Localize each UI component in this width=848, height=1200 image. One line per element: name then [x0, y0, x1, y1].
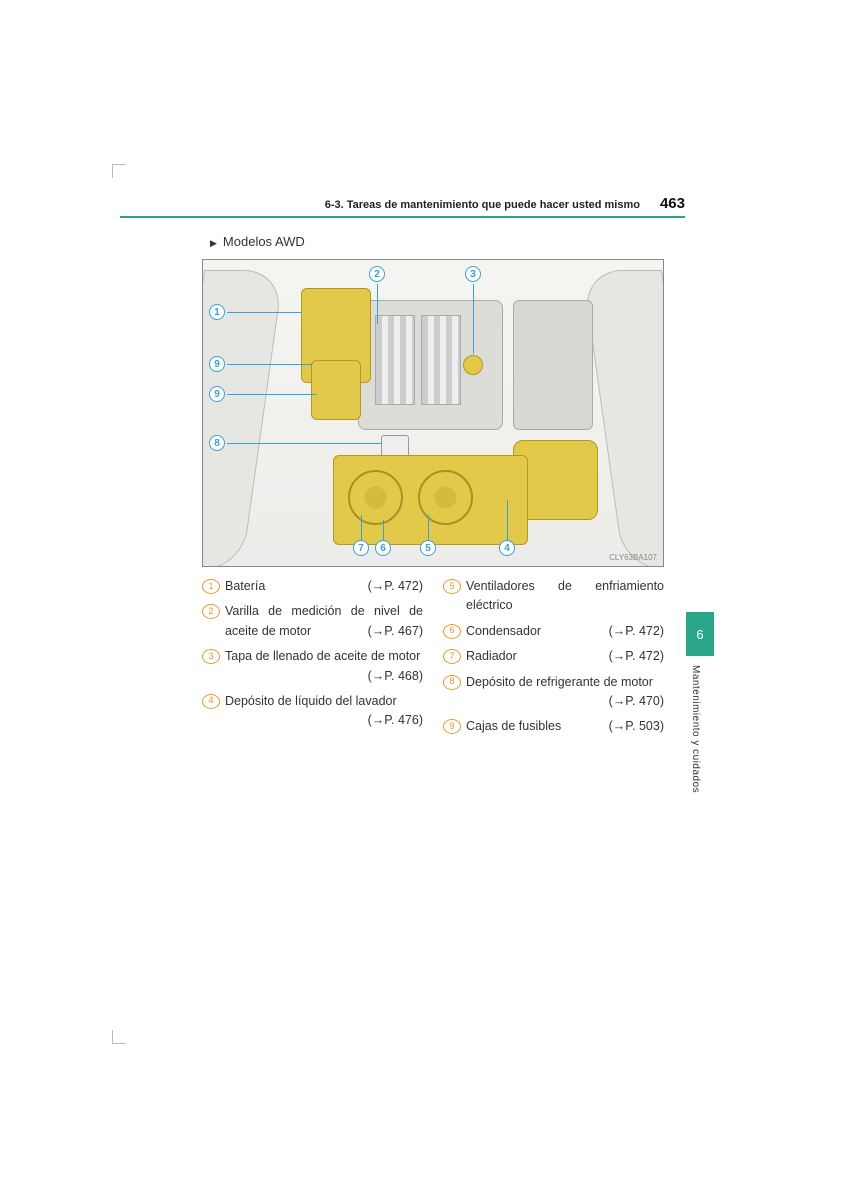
legend-num: 5: [443, 579, 461, 594]
callout-4: 4: [499, 540, 515, 556]
legend-item: 8 Depósito de refrigerante de motor(→P. 4…: [443, 673, 664, 712]
legend-item: 4 Depósito de líquido del lavador(→P. 476…: [202, 692, 423, 731]
legend-num: 2: [202, 604, 220, 619]
chapter-label: Mantenimiento y cuidados: [690, 665, 701, 793]
legend-col-right: 5Ventiladores de enfriamiento eléctrico …: [443, 577, 664, 743]
leader-1: [227, 312, 302, 313]
callout-9b: 9: [209, 386, 225, 402]
fan-right: [418, 470, 473, 525]
legend-text: Varilla de medición de nivel de aceite d…: [225, 602, 423, 641]
engine-grille2: [421, 315, 461, 405]
callout-2: 2: [369, 266, 385, 282]
subtitle: Modelos AWD: [210, 234, 685, 249]
page-content: 6-3. Tareas de mantenimiento que puede h…: [120, 195, 685, 743]
legend-text: Depósito de refrigerante de motor(→P. 47…: [466, 673, 664, 712]
callout-5: 5: [420, 540, 436, 556]
legend-item: 5 Ventiladores de enfriamiento eléctrico: [443, 577, 664, 616]
legend-num: 4: [202, 694, 220, 709]
legend-text: Cajas de fusibles(→P. 503): [466, 717, 664, 736]
page-header: 6-3. Tareas de mantenimiento que puede h…: [120, 195, 685, 218]
leader-4: [507, 500, 508, 540]
legend-col-left: 1 Batería(→P. 472) 2 Varilla de medición d…: [202, 577, 423, 743]
legend-text: Batería(→P. 472): [225, 577, 423, 596]
legend-text: Depósito de líquido del lavador(→P. 476): [225, 692, 423, 731]
callout-8: 8: [209, 435, 225, 451]
leader-3: [473, 284, 474, 354]
component-coolant: [381, 435, 409, 457]
legend-text: Condensador(→P. 472): [466, 622, 664, 641]
callout-6: 6: [375, 540, 391, 556]
chapter-tab: 6: [686, 612, 714, 656]
legend-num: 9: [443, 719, 461, 734]
legend-text: Ventiladores de enfriamiento eléctrico: [466, 577, 664, 616]
legend-num: 8: [443, 675, 461, 690]
legend-item: 3 Tapa de llenado de aceite de motor(→P. …: [202, 647, 423, 686]
leader-5: [428, 515, 429, 540]
legend-text: Radiador(→P. 472): [466, 647, 664, 666]
leader-2: [377, 284, 378, 324]
callout-7: 7: [353, 540, 369, 556]
section-title: 6-3. Tareas de mantenimiento que puede h…: [325, 199, 640, 211]
legend-item: 9 Cajas de fusibles(→P. 503): [443, 717, 664, 736]
crop-mark-bl: [112, 1030, 126, 1044]
hood-right: [582, 270, 664, 567]
leader-9b: [227, 394, 317, 395]
callout-1: 1: [209, 304, 225, 320]
engine-bay-diagram: 1 2 3 4 5 6 7 8 9 9 CLY63BA107: [202, 259, 664, 567]
leader-8: [227, 443, 382, 444]
crop-mark-tl: [112, 164, 126, 178]
cover-panel: [513, 300, 593, 430]
legend-item: 1 Batería(→P. 472): [202, 577, 423, 596]
legend-num: 7: [443, 649, 461, 664]
legend-num: 3: [202, 649, 220, 664]
fan-left: [348, 470, 403, 525]
component-oil-cap: [463, 355, 483, 375]
callout-9a: 9: [209, 356, 225, 372]
leader-6: [383, 520, 384, 540]
component-fusebox: [311, 360, 361, 420]
leader-7: [361, 515, 362, 540]
legend-text: Tapa de llenado de aceite de motor(→P. 4…: [225, 647, 423, 686]
diagram-code: CLY63BA107: [609, 553, 657, 562]
legend-item: 7 Radiador(→P. 472): [443, 647, 664, 666]
legend-item: 2 Varilla de medición de nivel de aceite …: [202, 602, 423, 641]
legend-num: 1: [202, 579, 220, 594]
engine-grille: [375, 315, 415, 405]
legend-num: 6: [443, 624, 461, 639]
legend: 1 Batería(→P. 472) 2 Varilla de medición d…: [202, 577, 664, 743]
leader-9a: [227, 364, 312, 365]
legend-item: 6 Condensador(→P. 472): [443, 622, 664, 641]
page-number: 463: [660, 195, 685, 212]
callout-3: 3: [465, 266, 481, 282]
